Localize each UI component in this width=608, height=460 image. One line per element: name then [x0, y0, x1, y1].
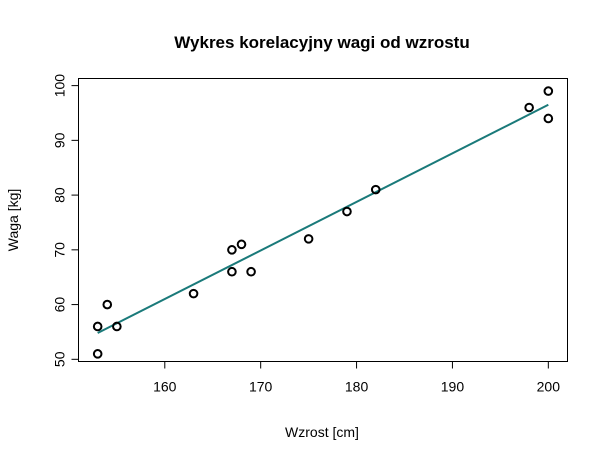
- data-point: [227, 245, 237, 255]
- data-point: [236, 239, 247, 250]
- y-axis-label: Waga [kg]: [5, 189, 21, 252]
- trend-line-layer: [97, 103, 549, 334]
- data-point: [370, 184, 381, 195]
- data-point: [342, 206, 352, 217]
- data-points: [92, 86, 554, 359]
- y-tick-label: 80: [52, 187, 68, 203]
- data-point: [112, 321, 122, 332]
- data-point: [246, 266, 256, 277]
- y-tick-label: 60: [52, 297, 68, 313]
- y-tick-label: 70: [52, 242, 68, 258]
- data-point: [92, 349, 103, 359]
- data-point: [227, 266, 237, 277]
- y-tick-label: 50: [52, 351, 68, 367]
- y-tick-label: 100: [52, 74, 68, 98]
- chart-title: Wykres korelacyjny wagi od wzrostu: [174, 33, 469, 52]
- data-point: [543, 113, 554, 124]
- data-point: [188, 288, 199, 299]
- x-tick-label: 170: [249, 379, 273, 395]
- data-point: [303, 234, 314, 244]
- data-point: [92, 321, 103, 332]
- data-point: [543, 86, 554, 96]
- y-axis: 50 60 70 80 90 100: [52, 74, 79, 367]
- x-tick-label: 160: [153, 379, 177, 395]
- x-axis: 160 170 180 190 200: [153, 361, 561, 395]
- trend-line: [97, 103, 549, 334]
- x-axis-label: Wzrost [cm]: [285, 424, 359, 440]
- x-tick-label: 200: [537, 379, 561, 395]
- data-point: [524, 102, 534, 113]
- x-tick-label: 180: [345, 379, 369, 395]
- x-tick-label: 190: [441, 379, 465, 395]
- y-tick-label: 90: [52, 132, 68, 148]
- data-point: [102, 299, 113, 310]
